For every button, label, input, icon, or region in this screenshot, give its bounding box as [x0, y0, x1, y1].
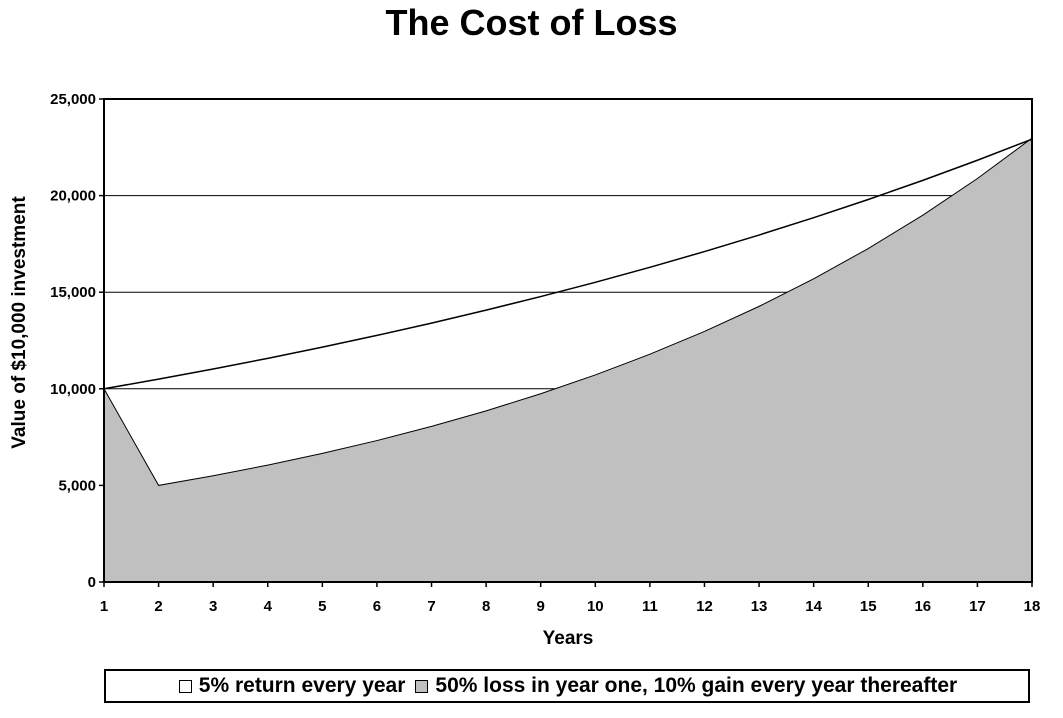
x-axis-ticks: 1 2 3 4 5 6 7 8 9 10 11 12 13 14 15 16 17 18	[100, 582, 1041, 615]
x-tick-label-4: 5	[318, 598, 326, 615]
y-axis-label: Value of $10,000 investment	[9, 196, 30, 449]
y-tick-label-1: 5,000	[58, 477, 96, 494]
x-tick-label-7: 8	[482, 598, 490, 615]
x-tick-label-0: 1	[100, 598, 108, 615]
x-tick-label-3: 4	[264, 598, 273, 615]
x-tick-label-2: 3	[209, 598, 217, 615]
y-tick-label-2: 10,000	[50, 381, 96, 398]
legend-label-5pct: 5% return every year	[198, 674, 406, 697]
x-tick-label-6: 7	[427, 598, 435, 615]
x-axis-label: Years	[543, 628, 594, 649]
x-tick-label-1: 2	[154, 598, 162, 615]
y-tick-label-4: 20,000	[50, 188, 96, 205]
legend-swatch-loss-icon	[415, 679, 429, 693]
series-line-layer	[103, 138, 1033, 390]
plot-area-frame	[103, 98, 1033, 583]
chart-title: The Cost of Loss	[385, 2, 678, 43]
series-area-1	[103, 137, 1033, 583]
series-area-layer	[103, 137, 1033, 583]
legend: 5% return every year 50% loss in year on…	[104, 669, 1030, 703]
x-tick-label-15: 16	[914, 598, 931, 615]
legend-label-loss: 50% loss in year one, 10% gain every yea…	[435, 674, 958, 697]
series-line-0	[103, 138, 1033, 390]
x-tick-label-13: 14	[805, 598, 822, 615]
y-axis-ticks: 0 5,000 10,000 15,000 20,000 25,000	[50, 91, 104, 591]
legend-item-5pct: 5% return every year	[173, 674, 410, 698]
x-tick-label-10: 11	[642, 598, 658, 615]
y-tick-label-0: 0	[88, 574, 96, 591]
x-tick-label-17: 18	[1024, 598, 1041, 615]
x-tick-label-8: 9	[537, 598, 545, 615]
y-tick-label-3: 15,000	[50, 284, 96, 301]
x-tick-label-11: 12	[696, 598, 713, 615]
legend-item-loss: 50% loss in year one, 10% gain every yea…	[409, 674, 961, 698]
x-tick-label-14: 15	[860, 598, 877, 615]
y-tick-label-5: 25,000	[50, 91, 96, 108]
x-tick-label-12: 13	[751, 598, 768, 615]
x-tick-label-16: 17	[969, 598, 986, 615]
x-tick-label-9: 10	[587, 598, 604, 615]
legend-swatch-5pct-icon	[178, 679, 192, 693]
x-tick-label-5: 6	[373, 598, 381, 615]
